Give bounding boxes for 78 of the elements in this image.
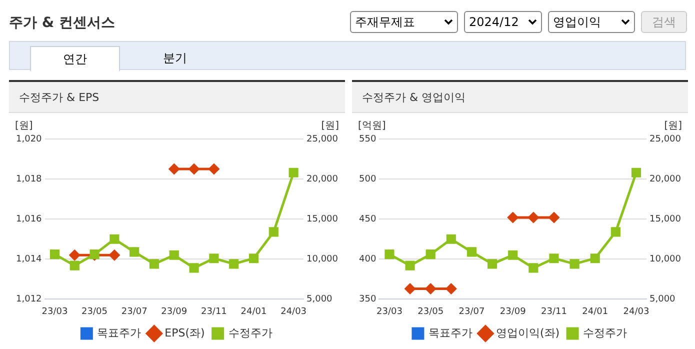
x-tick-label: 23/09 (161, 306, 188, 317)
point (248, 254, 259, 264)
point (268, 227, 278, 237)
y2-tick-label: 10,000 (306, 254, 338, 264)
x-tick-label: 23/03 (376, 306, 402, 317)
y2-tick-label: 25,000 (650, 134, 682, 144)
text: 연간 (30, 46, 120, 71)
point (169, 250, 179, 260)
chart-title: 수정주가 & 영업이익 (352, 80, 688, 113)
point (508, 250, 518, 260)
text: 영업이익 (553, 14, 601, 30)
point (426, 250, 436, 260)
point (487, 259, 498, 269)
y2-tick-label: 20,000 (306, 174, 338, 184)
point (209, 254, 219, 264)
point (528, 263, 538, 273)
x-tick-label: 23/07 (458, 306, 485, 317)
point (130, 247, 140, 257)
point (570, 259, 580, 269)
point (189, 263, 199, 273)
y-tick-label: 1,018 (16, 174, 42, 184)
point (70, 260, 80, 270)
x-tick-label: 23/03 (42, 306, 68, 317)
x-tick-label: 24/03 (623, 306, 650, 317)
text: 2024/12 (469, 15, 519, 29)
x-tick-label: 24/01 (582, 306, 608, 317)
y-tick-label: 1,014 (16, 254, 42, 264)
y2-axis-title: [원] (321, 120, 340, 132)
y2-tick-label: 10,000 (650, 254, 682, 264)
x-tick-label: 23/11 (541, 306, 567, 317)
x-tick-label: 23/05 (418, 306, 444, 317)
x-tick-label: 23/09 (500, 306, 526, 317)
legend-label: 목표주가 (97, 326, 142, 340)
text: 주가 & 컨센서스 (9, 14, 115, 32)
y-tick-label: 1,016 (16, 214, 42, 224)
text: 분기 (162, 50, 188, 67)
y-tick-label: 450 (358, 214, 376, 224)
legend-label: 영업이익(좌) (496, 326, 560, 340)
y2-tick-label: 20,000 (650, 174, 682, 184)
y-tick-label: 350 (358, 294, 376, 305)
x-tick-label: 23/05 (82, 306, 108, 317)
point (50, 250, 60, 260)
point (229, 259, 239, 269)
text: 검색 (641, 11, 687, 33)
y2-tick-label: 5,000 (650, 294, 676, 305)
y2-axis-title: [원] (664, 120, 682, 132)
text: 주재무제표 (355, 14, 415, 30)
x-tick-label: 23/11 (200, 306, 227, 317)
y2-tick-label: 15,000 (306, 214, 338, 224)
point (405, 260, 415, 270)
point (549, 254, 559, 264)
legend-label: 수정주가 (228, 326, 272, 340)
y-axis-title: [원] (15, 120, 33, 132)
y2-tick-label: 15,000 (650, 214, 682, 224)
point (590, 254, 600, 264)
y-axis-title: [억원] (358, 120, 386, 132)
x-tick-label: 23/07 (121, 306, 148, 317)
point (631, 168, 642, 178)
point (149, 259, 160, 269)
point (288, 168, 298, 178)
y-tick-label: 1,020 (16, 134, 42, 144)
y2-tick-label: 5,000 (306, 294, 333, 305)
y-tick-label: 400 (358, 254, 376, 264)
legend-label: 수정주가 (583, 326, 628, 340)
y-tick-label: 550 (358, 134, 376, 144)
point (610, 227, 620, 237)
legend-label: 목표주가 (428, 326, 472, 340)
point (446, 234, 456, 244)
chart-title: 수정주가 & EPS (9, 80, 345, 113)
y-tick-label: 500 (358, 174, 376, 184)
point (110, 234, 120, 244)
x-tick-label: 24/01 (240, 306, 267, 317)
point (466, 247, 476, 257)
y2-tick-label: 25,000 (306, 134, 338, 144)
x-tick-label: 24/03 (280, 306, 307, 317)
y-tick-label: 1,012 (16, 294, 42, 305)
point (384, 250, 394, 260)
legend-label: EPS(좌) (164, 326, 205, 340)
